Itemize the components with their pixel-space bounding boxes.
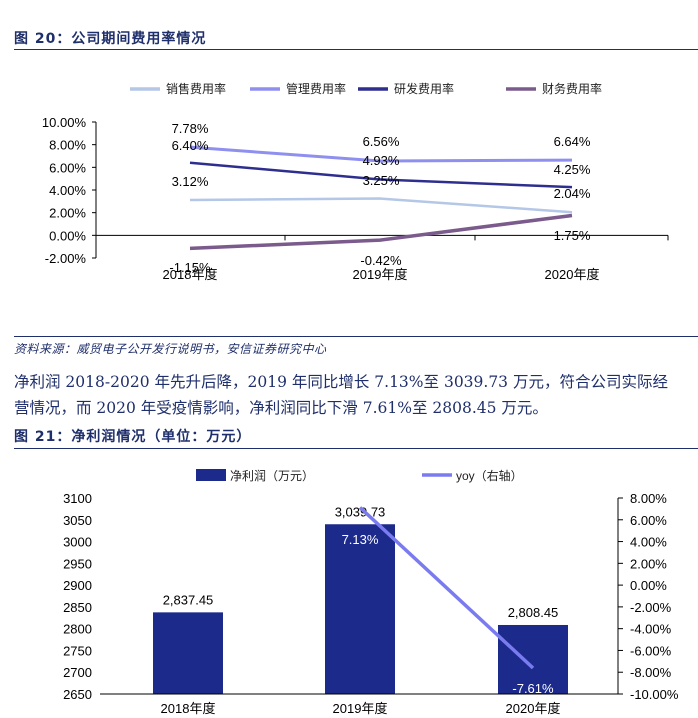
legend-swatch-bar <box>196 469 226 481</box>
y-left-tick-label: 2750 <box>63 643 92 658</box>
paragraph-line-1: 净利润 2018-2020 年先升后降，2019 年同比增长 7.13%至 30… <box>14 373 668 391</box>
data-label: 3.12% <box>172 174 209 189</box>
bar-value-label: 2,808.45 <box>508 605 559 620</box>
yoy-value-label: 7.13% <box>342 532 379 547</box>
x-tick-label: 2018年度 <box>163 267 218 282</box>
bar-value-label: 3,039.73 <box>335 504 386 519</box>
data-label: 7.78% <box>172 121 209 136</box>
legend-label-1: 销售费用率 <box>166 81 226 96</box>
series-line-1 <box>189 197 573 214</box>
y-left-tick-label: 2650 <box>63 687 92 702</box>
data-label: 4.25% <box>554 162 591 177</box>
y-right-tick-label: 4.00% <box>630 535 667 550</box>
bar-value-label: 2,837.45 <box>163 592 214 607</box>
y-right-tick-label: -8.00% <box>630 665 672 680</box>
legend-label-4: 财务费用率 <box>542 81 602 96</box>
y-right-tick-label: 6.00% <box>630 513 667 528</box>
y-left-tick-label: 2850 <box>63 600 92 615</box>
y-tick-label: 0.00% <box>49 228 86 243</box>
x-tick-label: 2019年度 <box>353 267 408 282</box>
bar-3 <box>498 624 568 694</box>
x-tick-label: 2019年度 <box>333 701 388 716</box>
figure-21-rule <box>14 448 698 449</box>
data-label: 2.04% <box>554 186 591 201</box>
y-right-tick-label: -4.00% <box>630 622 672 637</box>
legend-label-3: 研发费用率 <box>394 81 454 96</box>
data-label: 4.93% <box>363 153 400 168</box>
y-tick-label: 10.00% <box>42 115 87 130</box>
net-profit-chart: 净利润（万元） yoy（右轴） 3100 3050 3000 2950 2900 2850 28… <box>63 468 679 716</box>
y-right-tick-label: -2.00% <box>630 600 672 615</box>
data-label: 6.56% <box>363 134 400 149</box>
yoy-value-label: -7.61% <box>512 681 554 696</box>
figure-20-title: 图 20：公司期间费用率情况 <box>14 31 207 47</box>
y-right-tick-label: 2.00% <box>630 556 667 571</box>
y-tick-label: 2.00% <box>49 206 86 221</box>
x-tick-label: 2020年度 <box>545 267 600 282</box>
data-label: 3.25% <box>363 173 400 188</box>
data-label: 6.64% <box>554 134 591 149</box>
y-tick-label: 6.00% <box>49 160 86 175</box>
y-tick-label: 8.00% <box>49 138 86 153</box>
y-left-tick-label: 2950 <box>63 556 92 571</box>
y-tick-label: -2.00% <box>45 251 87 266</box>
figure-20-rule <box>14 49 698 50</box>
data-label: -1.15% <box>169 260 211 275</box>
source-rule <box>14 336 698 337</box>
expense-ratio-chart: 销售费用率 管理费用率 研发费用率 财务费用率 10.00% 8.00% 6.00% 4.00… <box>42 81 669 282</box>
legend-label-bar: 净利润（万元） <box>230 469 314 483</box>
x-tick-label: 2018年度 <box>161 701 216 716</box>
series-line-4 <box>189 213 573 251</box>
y-right-tick-label: -10.00% <box>630 687 679 702</box>
y-tick-label: 4.00% <box>49 183 86 198</box>
y-left-tick-label: 2800 <box>63 622 92 637</box>
series-line-3 <box>189 161 573 189</box>
data-label: 1.75% <box>554 228 591 243</box>
source-note: 资料来源：威贸电子公开发行说明书，安信证券研究中心 <box>14 342 327 356</box>
y-right-tick-label: 0.00% <box>630 578 667 593</box>
x-tick-label: 2020年度 <box>506 701 561 716</box>
data-label: 6.40% <box>172 138 209 153</box>
y-left-tick-label: 2900 <box>63 578 92 593</box>
y-left-tick-label: 3000 <box>63 535 92 550</box>
figure-21-title: 图 21：净利润情况（单位：万元） <box>14 429 252 445</box>
y-left-tick-label: 3100 <box>63 491 92 506</box>
legend-label-line: yoy（右轴） <box>456 468 523 483</box>
paragraph-line-2: 营情况，而 2020 年受疫情影响，净利润同比下滑 7.61%至 2808.45… <box>14 399 548 417</box>
bar-2 <box>325 524 395 694</box>
yoy-line <box>358 506 535 670</box>
series-line-2 <box>189 145 573 163</box>
y-right-tick-label: 8.00% <box>630 491 667 506</box>
y-left-tick-label: 3050 <box>63 513 92 528</box>
bar-1 <box>153 612 223 694</box>
legend-label-2: 管理费用率 <box>286 81 346 96</box>
data-label: -0.42% <box>360 253 402 268</box>
y-left-tick-label: 2700 <box>63 665 92 680</box>
y-right-tick-label: -6.00% <box>630 643 672 658</box>
